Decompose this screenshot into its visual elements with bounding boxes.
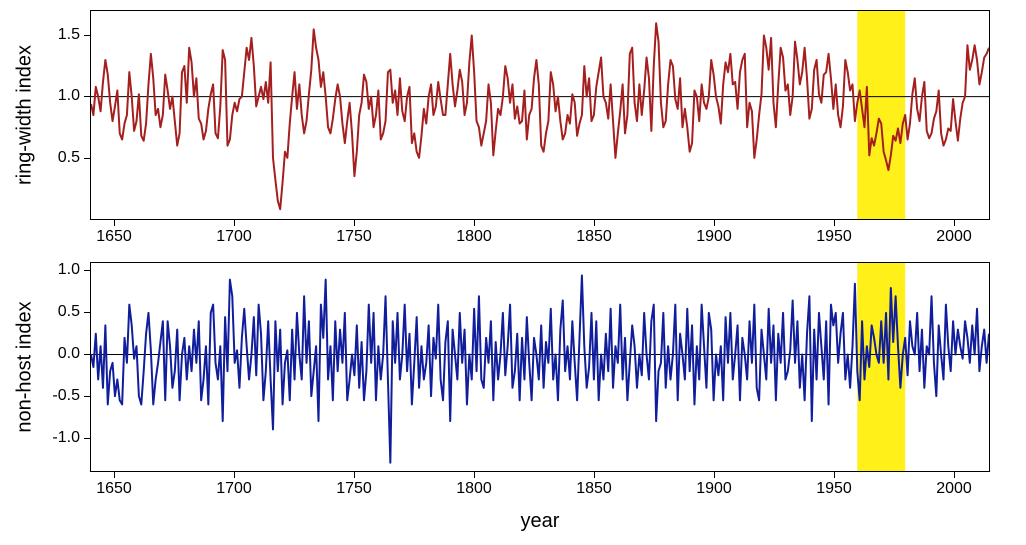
y-tick bbox=[84, 396, 90, 397]
x-tick-label: 1850 bbox=[576, 481, 612, 497]
figure: ring-width index non-host index year 165… bbox=[0, 0, 1026, 545]
y-tick-label: 0.0 bbox=[58, 346, 80, 362]
x-tick-label: 1750 bbox=[336, 481, 372, 497]
y-tick-label: -0.5 bbox=[52, 388, 80, 404]
x-tick-label: 1900 bbox=[696, 481, 732, 497]
x-tick bbox=[114, 472, 115, 478]
x-tick bbox=[234, 220, 235, 226]
x-tick bbox=[714, 472, 715, 478]
x-tick-label: 1650 bbox=[96, 229, 132, 245]
y-tick bbox=[84, 270, 90, 271]
x-tick bbox=[594, 220, 595, 226]
y-tick-label: 0.5 bbox=[58, 150, 80, 166]
y-tick bbox=[84, 312, 90, 313]
xlabel: year bbox=[521, 510, 560, 533]
y-tick-label: 1.5 bbox=[58, 27, 80, 43]
ylabel-bottom: non-host index bbox=[14, 301, 37, 432]
y-tick-label: 1.0 bbox=[58, 262, 80, 278]
x-tick bbox=[834, 220, 835, 226]
x-tick bbox=[594, 472, 595, 478]
y-tick bbox=[84, 158, 90, 159]
x-tick-label: 1900 bbox=[696, 229, 732, 245]
x-tick bbox=[234, 472, 235, 478]
x-tick-label: 1650 bbox=[96, 481, 132, 497]
x-tick-label: 2000 bbox=[936, 481, 972, 497]
x-tick bbox=[714, 220, 715, 226]
panel-non-host bbox=[90, 262, 990, 472]
x-tick-label: 1750 bbox=[336, 229, 372, 245]
x-tick bbox=[354, 472, 355, 478]
panel-ring-width bbox=[90, 10, 990, 220]
x-tick bbox=[474, 472, 475, 478]
x-tick-label: 1700 bbox=[216, 481, 252, 497]
x-tick-label: 1800 bbox=[456, 481, 492, 497]
x-tick-label: 1700 bbox=[216, 229, 252, 245]
series-line-ring-width bbox=[91, 23, 989, 209]
y-tick-label: 1.0 bbox=[58, 88, 80, 104]
y-tick-label: -1.0 bbox=[52, 430, 80, 446]
x-tick bbox=[954, 220, 955, 226]
x-tick bbox=[834, 472, 835, 478]
y-tick bbox=[84, 354, 90, 355]
y-tick bbox=[84, 35, 90, 36]
y-tick bbox=[84, 96, 90, 97]
x-tick bbox=[474, 220, 475, 226]
x-tick-label: 1950 bbox=[816, 229, 852, 245]
x-tick-label: 1950 bbox=[816, 481, 852, 497]
x-tick-label: 1850 bbox=[576, 229, 612, 245]
x-tick bbox=[354, 220, 355, 226]
x-tick-label: 2000 bbox=[936, 229, 972, 245]
x-tick-label: 1800 bbox=[456, 229, 492, 245]
y-tick-label: 0.5 bbox=[58, 304, 80, 320]
y-tick bbox=[84, 438, 90, 439]
series-line-non-host bbox=[91, 275, 989, 462]
x-tick bbox=[954, 472, 955, 478]
ylabel-top: ring-width index bbox=[14, 45, 37, 185]
x-tick bbox=[114, 220, 115, 226]
